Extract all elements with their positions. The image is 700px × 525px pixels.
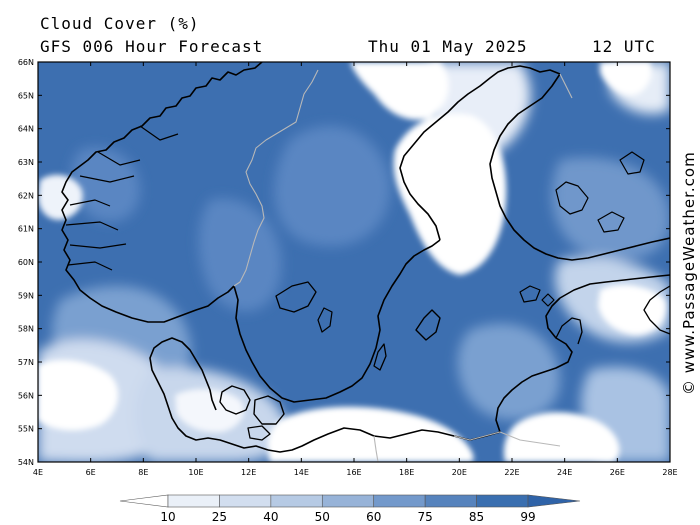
legend-tick-label: 40 bbox=[263, 510, 278, 524]
lat-label: 62N bbox=[18, 191, 34, 200]
lon-label: 10E bbox=[188, 468, 203, 477]
legend-arrow-low bbox=[119, 494, 169, 508]
legend-tick-label: 60 bbox=[366, 510, 381, 524]
lat-label: 54N bbox=[18, 458, 34, 467]
model-subtitle: GFS 006 Hour Forecast bbox=[40, 37, 264, 56]
lon-label: 16E bbox=[346, 468, 361, 477]
lat-label: 57N bbox=[18, 358, 34, 367]
lat-label: 65N bbox=[18, 91, 34, 100]
valid-date: Thu 01 May 2025 bbox=[368, 37, 528, 56]
legend-swatch bbox=[373, 494, 426, 508]
longitude-axis: 4E 6E 8E 10E 12E 14E 16E 18E 20E 22E 24E 26E 28E bbox=[33, 62, 678, 477]
lon-label: 22E bbox=[504, 468, 519, 477]
lat-label: 60N bbox=[18, 258, 34, 267]
legend-tick-label: 50 bbox=[315, 510, 330, 524]
legend-tick-label: 85 bbox=[469, 510, 484, 524]
legend-swatch bbox=[424, 494, 477, 508]
lon-label: 8E bbox=[138, 468, 148, 477]
legend-swatch bbox=[476, 494, 529, 508]
lat-label: 63N bbox=[18, 158, 34, 167]
lat-label: 61N bbox=[18, 225, 34, 234]
legend-swatch bbox=[270, 494, 323, 508]
lon-label: 14E bbox=[294, 468, 309, 477]
lon-label: 4E bbox=[33, 468, 43, 477]
cloud-field bbox=[38, 62, 670, 462]
color-legend: 10 25 40 50 60 75 85 99 bbox=[119, 494, 581, 524]
lon-label: 6E bbox=[86, 468, 96, 477]
lat-label: 64N bbox=[18, 125, 34, 134]
map-title: Cloud Cover (%) bbox=[40, 14, 200, 33]
lat-label: 59N bbox=[18, 291, 34, 300]
valid-time: 12 UTC bbox=[592, 37, 656, 56]
lat-label: 56N bbox=[18, 391, 34, 400]
legend-tick-label: 99 bbox=[520, 510, 535, 524]
lon-label: 18E bbox=[399, 468, 414, 477]
lat-label: 66N bbox=[18, 58, 34, 67]
lon-label: 24E bbox=[557, 468, 572, 477]
coastlines bbox=[61, 62, 670, 462]
legend-tick-label: 75 bbox=[418, 510, 433, 524]
lat-label: 58N bbox=[18, 325, 34, 334]
latitude-axis: 66N 65N 64N 63N 62N 61N 60N 59N 58N 57N 56N 55N 54N bbox=[18, 58, 670, 467]
legend-arrow-high bbox=[527, 494, 581, 508]
legend-tick-label: 10 bbox=[160, 510, 175, 524]
lon-label: 28E bbox=[662, 468, 677, 477]
lat-label: 55N bbox=[18, 425, 34, 434]
legend-swatch bbox=[219, 494, 272, 508]
lon-label: 20E bbox=[452, 468, 467, 477]
legend-swatch bbox=[167, 494, 220, 508]
legend-tick-label: 25 bbox=[212, 510, 227, 524]
lon-label: 26E bbox=[610, 468, 625, 477]
legend-swatch bbox=[321, 494, 375, 508]
lon-label: 12E bbox=[241, 468, 256, 477]
